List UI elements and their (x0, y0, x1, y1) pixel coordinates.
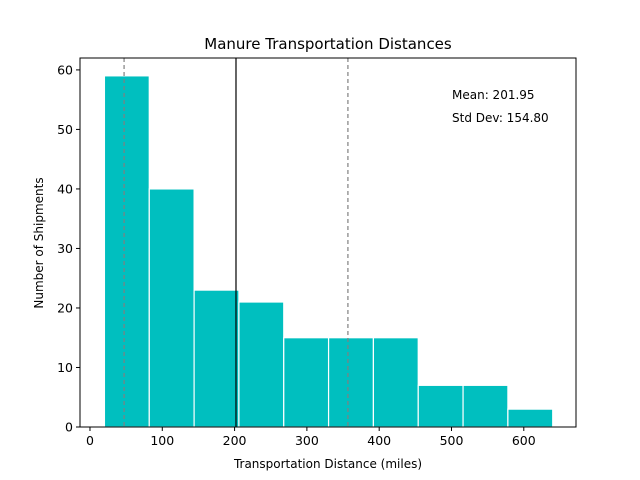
y-tick-label: 0 (65, 420, 73, 435)
histogram-bar-7 (372, 337, 419, 428)
y-tick-label: 50 (57, 122, 73, 137)
histogram-bar-2 (148, 188, 195, 428)
x-axis-label: Transportation Distance (miles) (233, 457, 422, 471)
x-tick-label: 100 (150, 433, 174, 448)
y-axis-label: Number of Shipments (32, 177, 46, 308)
x-tick-label: 0 (86, 433, 94, 448)
bars-group (103, 75, 554, 428)
y-axis-ticks: 0 10 20 30 40 50 60 (57, 62, 80, 435)
histogram-bar-1 (103, 75, 150, 428)
std-dev-annotation: Std Dev: 154.80 (452, 111, 549, 125)
histogram-bar-9 (462, 384, 509, 428)
histogram-bar-3 (193, 289, 240, 428)
x-tick-label: 600 (512, 433, 536, 448)
x-tick-label: 500 (440, 433, 464, 448)
y-tick-label: 40 (57, 181, 73, 196)
y-tick-label: 10 (57, 360, 73, 375)
y-tick-label: 20 (57, 300, 73, 315)
y-tick-label: 30 (57, 241, 73, 256)
plot-frame (79, 57, 577, 428)
reference-lines-group (123, 58, 349, 427)
x-axis-ticks: 0 100 200 300 400 500 600 (86, 427, 536, 448)
y-tick-label: 60 (57, 62, 73, 77)
histogram-bar-5 (283, 337, 330, 428)
histogram-bar-6 (327, 337, 375, 428)
x-tick-label: 300 (295, 433, 319, 448)
x-tick-label: 200 (223, 433, 247, 448)
histogram-bar-10 (507, 408, 554, 428)
histogram-bar-8 (417, 384, 464, 428)
mean-annotation: Mean: 201.95 (452, 88, 535, 102)
x-tick-label: 400 (367, 433, 391, 448)
histogram-bar-4 (238, 301, 285, 428)
chart-title: Manure Transportation Distances (204, 35, 452, 53)
